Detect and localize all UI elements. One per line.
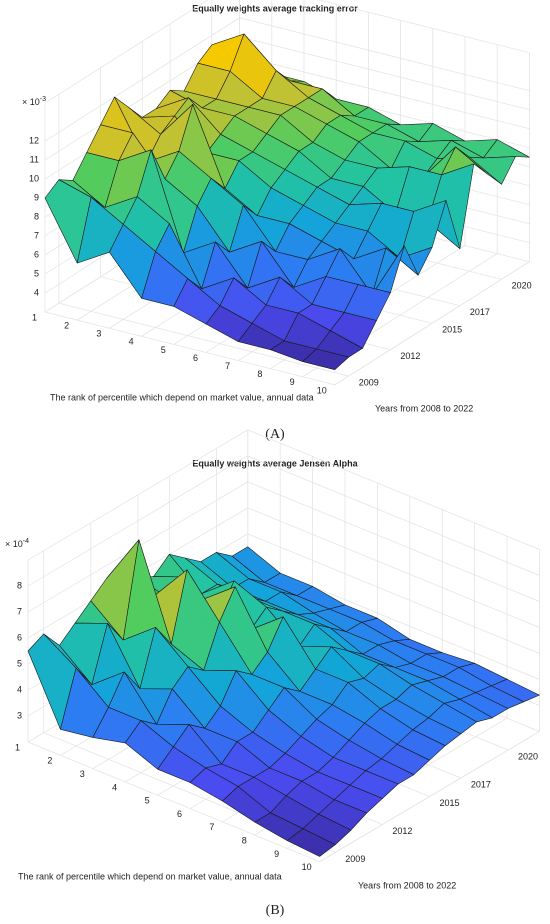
caption: (A): [265, 427, 285, 442]
z-tick-label: 4: [17, 684, 22, 694]
x-tick-label: 1: [32, 312, 37, 322]
z-tick-label: 6: [34, 249, 39, 259]
z-multiplier-exponent: -3: [40, 96, 46, 103]
grid-line: [239, 17, 530, 92]
z-tick-label: 7: [34, 230, 39, 240]
y-tick-label: 2009: [359, 377, 379, 387]
x-tick-label: 8: [257, 369, 262, 379]
grid-line: [247, 533, 540, 654]
x-tick-label: 5: [145, 796, 150, 806]
x-tick-label: 3: [96, 329, 101, 339]
z-multiplier-base: × 10: [22, 97, 40, 107]
z-tick-label: 5: [34, 268, 39, 278]
caption: (B): [266, 903, 285, 918]
axis-box: [27, 741, 320, 863]
z-tick-label: 11: [30, 154, 39, 164]
y-tick-label: 2017: [471, 779, 491, 789]
y-tick-label: 2015: [440, 798, 460, 808]
surface-patch: [286, 828, 336, 857]
x-tick-label: 9: [290, 377, 295, 387]
z-tick-label: 8: [34, 211, 39, 221]
chart-title: Equally weights average Jensen Alpha: [192, 458, 358, 468]
grid-line: [58, 302, 349, 377]
surface-patch: [302, 348, 350, 371]
x-tick-label: 6: [193, 353, 198, 363]
grid-line: [239, 36, 530, 111]
z-multiplier: × 10-3: [22, 96, 46, 108]
y-tick-label: 2020: [518, 751, 538, 761]
x-tick-label: 8: [242, 835, 247, 845]
x-tick-label: 3: [80, 769, 85, 779]
z-tick-label: 4: [34, 287, 39, 297]
z-tick-label: 7: [17, 606, 22, 616]
y-tick-label: 2017: [470, 307, 490, 317]
axis-box: [318, 0, 530, 54]
z-multiplier-base: × 10: [5, 539, 23, 549]
x-tick-label: 5: [161, 345, 166, 355]
y-tick-label: 2009: [345, 854, 365, 864]
grid-line: [247, 455, 540, 576]
x-tick-label: 6: [177, 809, 182, 819]
y-axis-label: Years from 2008 to 2022: [375, 403, 473, 413]
x-tick-label: 2: [64, 320, 69, 330]
z-tick-label: 8: [17, 580, 22, 590]
z-tick-label: 3: [17, 710, 22, 720]
y-tick-label: 2020: [512, 281, 532, 291]
x-tick-label: 7: [225, 361, 230, 371]
z-multiplier-exponent: -4: [23, 538, 29, 545]
x-tick-label: 10: [302, 862, 312, 872]
x-tick-label: 7: [209, 822, 214, 832]
grid-line: [247, 481, 540, 602]
axis-box: [44, 311, 335, 386]
y-tick-label: 2015: [442, 325, 462, 335]
y-axis-label: Years from 2008 to 2022: [358, 880, 456, 890]
x-tick-label: 4: [129, 337, 134, 347]
x-tick-label: 10: [317, 385, 327, 395]
x-tick-label: 2: [47, 756, 52, 766]
x-axis-label: The rank of percentile which depend on m…: [50, 392, 314, 402]
z-multiplier: × 10-4: [5, 538, 29, 550]
y-tick-label: 2012: [400, 351, 420, 361]
grid-line: [247, 507, 540, 628]
z-tick-label: 5: [17, 658, 22, 668]
x-tick-label: 9: [274, 849, 279, 859]
y-tick-label: 2012: [392, 826, 412, 836]
x-tick-label: 4: [112, 782, 117, 792]
z-tick-label: 12: [29, 135, 39, 145]
x-tick-label: 1: [15, 742, 20, 752]
z-tick-label: 6: [17, 632, 22, 642]
axis-box: [247, 429, 540, 550]
chart-title: Equally weights average tracking error: [192, 3, 358, 13]
x-axis-label: The rank of percentile which depend on m…: [18, 871, 282, 881]
z-tick-label: 10: [29, 173, 39, 183]
z-tick-label: 9: [34, 192, 39, 202]
grid-line: [239, 55, 530, 130]
